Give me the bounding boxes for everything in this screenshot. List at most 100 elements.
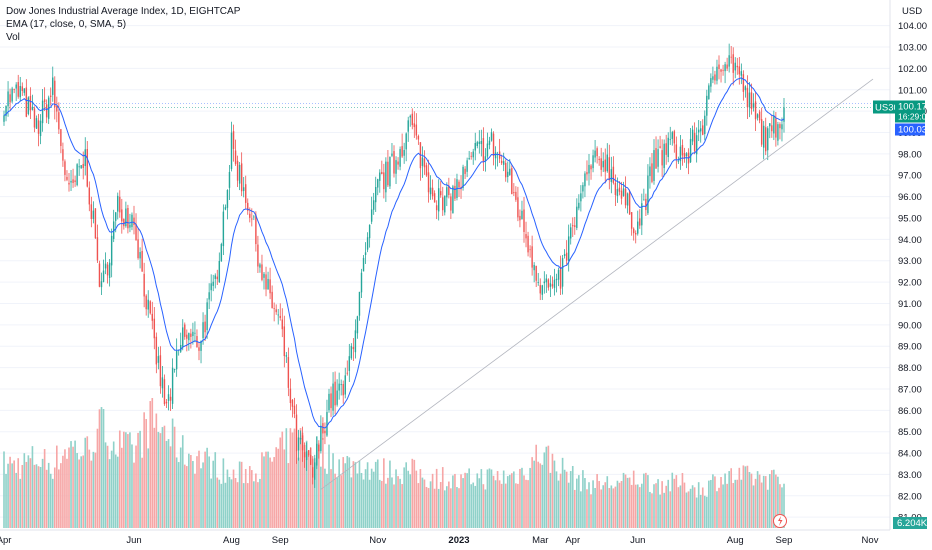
price-tick-label: 91.00 — [898, 299, 922, 310]
time-tick-label: 2023 — [448, 535, 469, 546]
trendline[interactable] — [320, 78, 874, 490]
legend-title[interactable]: Dow Jones Industrial Average Index, 1D, … — [6, 6, 241, 17]
candle-body — [387, 161, 389, 186]
volume-bar — [127, 434, 129, 528]
legend-vol[interactable]: Vol — [6, 32, 20, 43]
volume-bar — [135, 445, 137, 528]
candle-body — [267, 278, 269, 290]
volume-bar — [385, 483, 387, 528]
volume-bar — [216, 477, 219, 528]
candle-body — [425, 165, 428, 176]
candle-body — [364, 252, 367, 255]
candle-body — [681, 144, 684, 156]
price-tick-label: 86.00 — [898, 406, 922, 417]
candle-body — [746, 87, 749, 108]
volume-bar — [74, 440, 76, 528]
candle-body — [285, 355, 288, 357]
candle-body — [714, 74, 716, 81]
candle-body — [391, 153, 393, 156]
candle-body — [106, 264, 109, 276]
candle-body — [486, 143, 489, 157]
candle-body — [616, 189, 619, 196]
candle-body — [283, 326, 286, 357]
volume-bar — [283, 449, 286, 528]
volume-bar — [29, 458, 32, 528]
candle-body — [582, 185, 584, 192]
candle-body — [444, 195, 446, 213]
volume-bar — [133, 462, 135, 528]
volume-bar — [437, 488, 440, 528]
price-tick-label: 96.00 — [898, 192, 922, 203]
volume-bar — [580, 491, 582, 528]
volume-bar — [490, 469, 493, 528]
volume-bar — [358, 460, 361, 528]
lightning-icon[interactable] — [773, 514, 787, 528]
volume-bar — [242, 483, 245, 528]
candle-body — [730, 56, 732, 58]
volume-bar — [460, 474, 462, 528]
candle-body — [454, 185, 456, 199]
candle-body — [117, 195, 119, 212]
volume-bar — [405, 462, 407, 528]
volume-bar — [287, 463, 290, 528]
candle-body — [413, 123, 416, 128]
volume-bar — [167, 439, 170, 528]
time-tick-label: Sep — [272, 535, 289, 546]
volume-bar — [94, 452, 97, 528]
candle-body — [96, 237, 99, 261]
volume-bar — [261, 452, 263, 528]
volume-bar — [35, 464, 38, 528]
volume-bar — [598, 481, 600, 528]
candle-body — [553, 279, 556, 288]
candle-body — [659, 146, 661, 148]
candle-body — [19, 85, 21, 98]
legend-ema[interactable]: EMA (17, close, 0, SMA, 5) — [6, 19, 127, 30]
volume-bar — [62, 455, 64, 528]
volume-bar — [80, 456, 82, 528]
candle-body — [214, 275, 216, 279]
volume-bar — [458, 488, 460, 528]
volume-bar — [578, 475, 580, 528]
candle-body — [340, 384, 342, 386]
volume-bar — [257, 482, 259, 528]
candle-body — [775, 118, 777, 138]
candle-body — [765, 127, 767, 152]
volume-bar — [143, 412, 145, 528]
volume-bar — [281, 431, 284, 528]
volume-bar — [448, 481, 450, 528]
candle-body — [393, 151, 395, 174]
volume-bar — [340, 475, 342, 528]
volume-bar — [183, 464, 186, 528]
volume-bar — [389, 460, 391, 528]
candle-body — [104, 263, 107, 269]
volume-bar — [86, 436, 89, 528]
volume-bar — [443, 490, 446, 528]
volume-bar — [330, 469, 332, 528]
candle-body — [74, 180, 76, 183]
volume-value-badge: 6.204K — [893, 517, 928, 529]
candle-body — [66, 176, 68, 180]
candle-body — [328, 393, 330, 411]
volume-bar — [754, 478, 757, 528]
volume-bar — [423, 479, 426, 528]
volume-bar — [777, 476, 779, 528]
candle-body — [151, 313, 153, 321]
volume-bar — [200, 468, 202, 528]
candle-body — [756, 114, 759, 118]
candle-body — [326, 412, 328, 436]
volume-bar — [393, 484, 395, 528]
volume-bar — [401, 484, 403, 528]
candle-body — [186, 334, 188, 339]
candle-body — [448, 185, 450, 196]
candle-body — [598, 158, 600, 161]
candle-body — [157, 356, 160, 363]
volume-bar — [9, 456, 11, 528]
volume-bar — [671, 472, 674, 528]
candle-body — [318, 444, 320, 452]
volume-bar — [618, 482, 621, 528]
volume-bar — [771, 470, 773, 528]
volume-bar — [699, 494, 702, 528]
volume-bar — [454, 473, 456, 528]
volume-bar — [169, 446, 172, 528]
